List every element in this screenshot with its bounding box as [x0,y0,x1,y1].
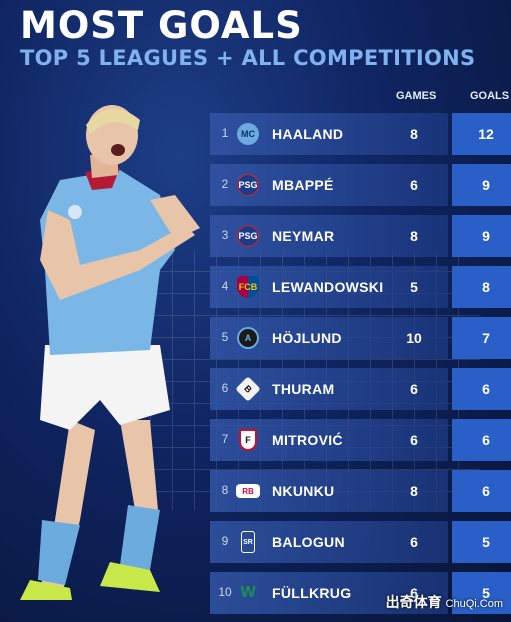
club-crest-icon: F [239,429,257,451]
games-value: 6 [410,381,418,397]
goals-value: 5 [482,534,490,550]
goals-box: 9 [452,164,511,206]
page-subtitle: TOP 5 LEAGUES + ALL COMPETITIONS [20,46,476,70]
row-bar [210,572,448,614]
club-crest-icon: A [237,327,259,349]
player-name: NKUNKU [272,483,335,499]
goals-box: 8 [452,266,511,308]
rank: 10 [218,585,232,599]
player-name: BALOGUN [272,534,345,550]
leaderboard-row: 9 SR BALOGUN 6 5 [210,521,511,563]
rank: 8 [221,483,229,497]
rank: 7 [221,432,229,446]
goals-value: 9 [482,177,490,193]
watermark: 出奇体育 ChuQi.Com [386,592,503,612]
rank: 2 [221,177,229,191]
games-value: 8 [410,126,418,142]
leaderboard-row: 1 MC HAALAND 8 12 [210,113,511,155]
goals-box: 5 [452,572,511,614]
club-crest-icon: SR [241,531,255,553]
club-crest-icon: FCB [237,276,259,298]
games-value: 6 [410,534,418,550]
goals-column-header: GOALS [470,90,510,102]
rank: 6 [221,381,229,395]
games-value: 6 [410,585,418,601]
leaderboard-row: 6 B THURAM 6 6 [210,368,511,410]
games-value: 10 [406,330,422,346]
club-crest-icon: W [240,584,256,601]
goals-value: 12 [478,126,494,142]
club-crest-icon: PSG [237,225,259,247]
player-name: THURAM [272,381,335,397]
rank: 3 [221,228,229,242]
games-value: 5 [410,279,418,295]
games-value: 6 [410,177,418,193]
goals-value: 9 [482,228,490,244]
player-name: FÜLLKRUG [272,585,352,601]
games-value: 8 [410,483,418,499]
games-value: 6 [410,432,418,448]
watermark-logo: 出奇体育 [385,594,442,610]
leaderboard-row: 8 RB NKUNKU 8 6 [210,470,511,512]
goals-box: 7 [452,317,511,359]
player-name: HÖJLUND [272,330,342,346]
player-name: MITROVIĆ [272,432,343,448]
goals-value: 5 [482,585,490,601]
goals-box: 5 [452,521,511,563]
goals-box: 12 [452,113,511,155]
goals-box: 6 [452,470,511,512]
leaderboard-row: 7 F MITROVIĆ 6 6 [210,419,511,461]
row-bar [210,521,448,563]
goals-value: 6 [482,381,490,397]
leaderboard-row: 2 PSG MBAPPÉ 6 9 [210,164,511,206]
player-name: LEWANDOWSKI [272,279,384,295]
watermark-site: ChuQi.Com [445,598,503,610]
page-title: MOST GOALS [20,4,303,47]
goals-box: 6 [452,368,511,410]
club-crest-icon: PSG [237,174,259,196]
leaderboard-row: 10 W FÜLLKRUG 6 5 [210,572,511,614]
goals-value: 6 [482,483,490,499]
leaderboard-row: 4 FCB LEWANDOWSKI 5 8 [210,266,511,308]
player-name: HAALAND [272,126,344,142]
goals-value: 8 [482,279,490,295]
player-name: MBAPPÉ [272,177,334,193]
games-column-header: GAMES [396,90,437,102]
rank: 1 [221,126,229,140]
player-illustration [20,105,200,600]
leaderboard-row: 3 PSG NEYMAR 8 9 [210,215,511,257]
rank: 4 [221,279,229,293]
club-crest-icon: RB [236,484,260,498]
player-name: NEYMAR [272,228,335,244]
games-value: 8 [410,228,418,244]
goals-value: 7 [482,330,490,346]
rank: 5 [221,330,229,344]
rank: 9 [221,534,229,548]
goals-value: 6 [482,432,490,448]
goals-box: 9 [452,215,511,257]
leaderboard-row: 5 A HÖJLUND 10 7 [210,317,511,359]
club-crest-icon: MC [237,123,259,145]
goals-box: 6 [452,419,511,461]
